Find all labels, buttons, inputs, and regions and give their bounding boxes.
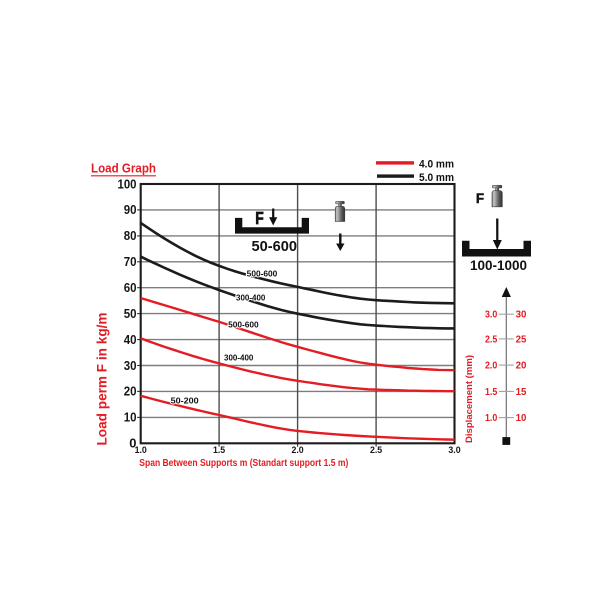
svg-text:40: 40 [124, 333, 137, 347]
svg-text:F: F [476, 191, 484, 206]
svg-text:300-400: 300-400 [224, 354, 254, 363]
svg-text:5.0 mm: 5.0 mm [419, 172, 454, 184]
svg-text:10: 10 [516, 412, 527, 424]
svg-text:Load Graph: Load Graph [91, 162, 156, 176]
svg-text:1.5: 1.5 [485, 386, 497, 398]
svg-text:3.0: 3.0 [485, 309, 497, 321]
svg-text:50-600: 50-600 [252, 238, 298, 255]
svg-text:100-1000: 100-1000 [470, 258, 527, 273]
svg-text:80: 80 [124, 229, 137, 243]
svg-text:20: 20 [516, 360, 527, 372]
svg-text:1.5: 1.5 [213, 445, 225, 455]
svg-text:Displacement (mm): Displacement (mm) [464, 355, 475, 443]
svg-text:30: 30 [516, 309, 527, 321]
svg-text:300-400: 300-400 [236, 294, 266, 303]
svg-text:30: 30 [124, 359, 137, 373]
svg-text:3.0: 3.0 [448, 445, 460, 455]
svg-text:2.5: 2.5 [370, 445, 382, 455]
svg-text:20: 20 [124, 385, 137, 399]
svg-text:500-600: 500-600 [247, 270, 278, 279]
svg-text:50: 50 [124, 307, 137, 321]
svg-text:2.0: 2.0 [291, 445, 303, 455]
svg-text:1.0: 1.0 [485, 412, 497, 424]
svg-text:1.0: 1.0 [135, 445, 147, 455]
svg-text:50-200: 50-200 [171, 396, 200, 405]
svg-text:100: 100 [118, 177, 137, 191]
svg-text:2.5: 2.5 [485, 333, 497, 345]
svg-text:Span Between Supports m (Stand: Span Between Supports m (Standart suppor… [139, 458, 348, 469]
svg-text:2.0: 2.0 [485, 360, 497, 372]
svg-text:15: 15 [516, 386, 527, 398]
svg-text:60: 60 [124, 281, 137, 295]
svg-text:F: F [255, 208, 264, 228]
svg-text:25: 25 [516, 333, 527, 345]
svg-text:70: 70 [124, 255, 137, 269]
svg-text:90: 90 [124, 203, 137, 217]
svg-text:0: 0 [129, 437, 136, 451]
svg-text:Load perm F in kg/m: Load perm F in kg/m [94, 313, 109, 446]
svg-text:10: 10 [124, 411, 137, 425]
svg-text:4.0 mm: 4.0 mm [419, 159, 454, 171]
svg-text:500-600: 500-600 [228, 320, 259, 329]
